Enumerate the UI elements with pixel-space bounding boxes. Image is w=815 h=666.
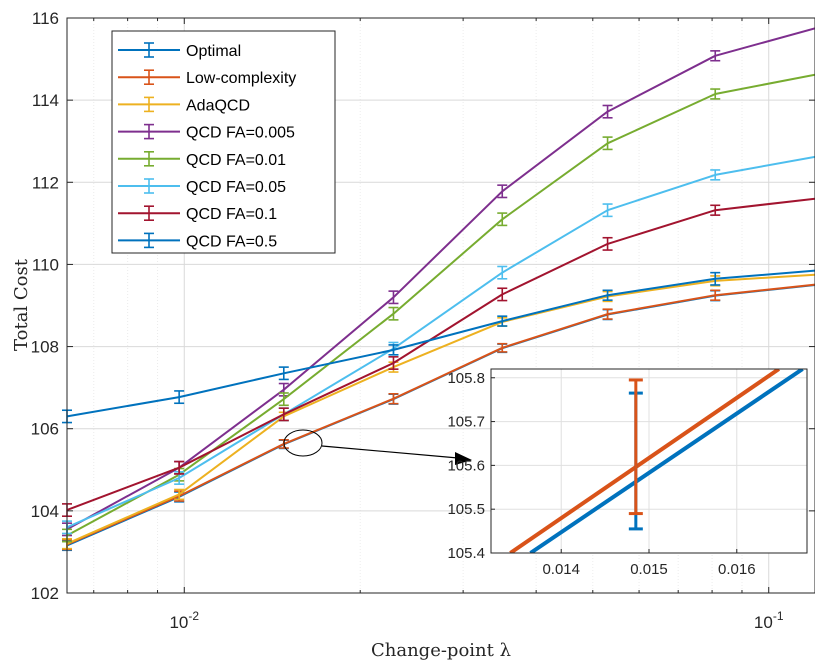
series-line <box>66 283 815 546</box>
y-tick-label: 114 <box>32 91 59 110</box>
error-bar <box>710 271 721 286</box>
series-3 <box>62 27 815 537</box>
error-bar <box>710 50 721 62</box>
legend-entry: QCD FA=0.005 <box>118 123 295 142</box>
inset-y-tick-label: 105.4 <box>447 545 485 562</box>
y-tick-label: 104 <box>31 502 59 521</box>
error-bar <box>278 392 289 407</box>
inset-line <box>509 369 781 553</box>
zoom-arrow-head <box>455 452 472 465</box>
legend-entry: QCD FA=0.01 <box>118 151 286 169</box>
inset-x-tick-label: 0.015 <box>630 561 668 578</box>
error-bar <box>388 290 399 305</box>
error-bar <box>278 366 289 381</box>
x-tick-label: 10-2 <box>169 609 199 632</box>
series-line <box>66 197 815 511</box>
error-bar <box>710 169 721 181</box>
legend-label: Optimal <box>186 43 241 60</box>
error-bar <box>497 342 508 353</box>
inset-line <box>529 369 804 553</box>
inset-zoom: 105.4 105.5 105.6 105.7 105.8 0.014 0.015 0.016 <box>447 368 808 578</box>
error-bar <box>602 104 613 119</box>
inset-y-tick-label: 105.7 <box>447 414 485 431</box>
error-bar <box>497 184 508 199</box>
error-bar <box>174 390 185 405</box>
error-bar <box>710 88 721 100</box>
error-bar <box>497 212 508 227</box>
legend-entry: AdaQCD <box>118 96 250 114</box>
legend-label: QCD FA=0.05 <box>186 179 286 196</box>
error-bar <box>388 344 399 356</box>
error-bar <box>497 265 508 280</box>
error-bar <box>174 488 185 501</box>
legend-label: QCD FA=0.01 <box>186 152 286 169</box>
error-bar <box>710 289 721 301</box>
series-line <box>66 73 815 537</box>
legend-entry: QCD FA=0.1 <box>118 205 277 223</box>
series-7 <box>62 269 815 424</box>
y-tick-label: 112 <box>32 173 59 192</box>
series-line <box>66 273 815 545</box>
series-line <box>66 269 815 418</box>
legend: Optimal Low-complexity AdaQCD QCD FA=0.005 Q… <box>111 30 336 254</box>
error-bar <box>602 203 613 218</box>
y-tick-label: 102 <box>31 584 59 603</box>
legend-label: QCD FA=0.1 <box>186 206 277 223</box>
y-tick-label: 108 <box>31 338 59 357</box>
inset-x-tick-label: 0.016 <box>718 561 756 578</box>
inset-y-tick-label: 105.5 <box>447 501 485 518</box>
error-bar <box>602 289 613 301</box>
inset-y-tick-label: 105.6 <box>447 457 485 474</box>
legend-label: Low-complexity <box>186 70 296 87</box>
series-line <box>66 155 815 529</box>
legend-entry: QCD FA=0.5 <box>118 232 277 250</box>
legend-entry: Low-complexity <box>118 69 296 87</box>
error-bar <box>602 308 613 320</box>
error-bar <box>497 315 508 327</box>
y-tick-label: 116 <box>32 9 59 28</box>
legend-label: AdaQCD <box>186 97 250 114</box>
series-layer <box>62 27 815 552</box>
error-bar <box>388 356 399 370</box>
error-bar <box>388 393 399 405</box>
inset-error-bar <box>628 378 643 516</box>
series-line <box>66 27 815 531</box>
legend-entry: Optimal <box>118 42 241 60</box>
x-tick-label: 10-1 <box>754 609 784 632</box>
plot-frame <box>66 17 815 594</box>
zoom-arrow <box>321 445 459 459</box>
x-axis-label: Change-point λ <box>371 640 511 661</box>
y-tick-label: 110 <box>32 255 59 274</box>
error-bar <box>602 136 613 151</box>
zoom-region-marker <box>283 429 323 457</box>
legend-label: QCD FA=0.005 <box>186 125 295 142</box>
inset-x-tick-label: 0.014 <box>542 561 580 578</box>
inset-y-tick-label: 105.8 <box>447 370 485 387</box>
y-tick-label: 106 <box>31 420 59 439</box>
error-bar <box>710 204 721 216</box>
error-bar <box>388 306 399 321</box>
legend-label: QCD FA=0.5 <box>186 233 277 250</box>
error-bar <box>497 287 508 302</box>
error-bar <box>174 460 185 475</box>
legend-entry: QCD FA=0.05 <box>118 178 286 196</box>
error-bar <box>278 407 289 422</box>
error-bar <box>602 236 613 251</box>
y-axis-label: Total Cost <box>11 258 32 351</box>
